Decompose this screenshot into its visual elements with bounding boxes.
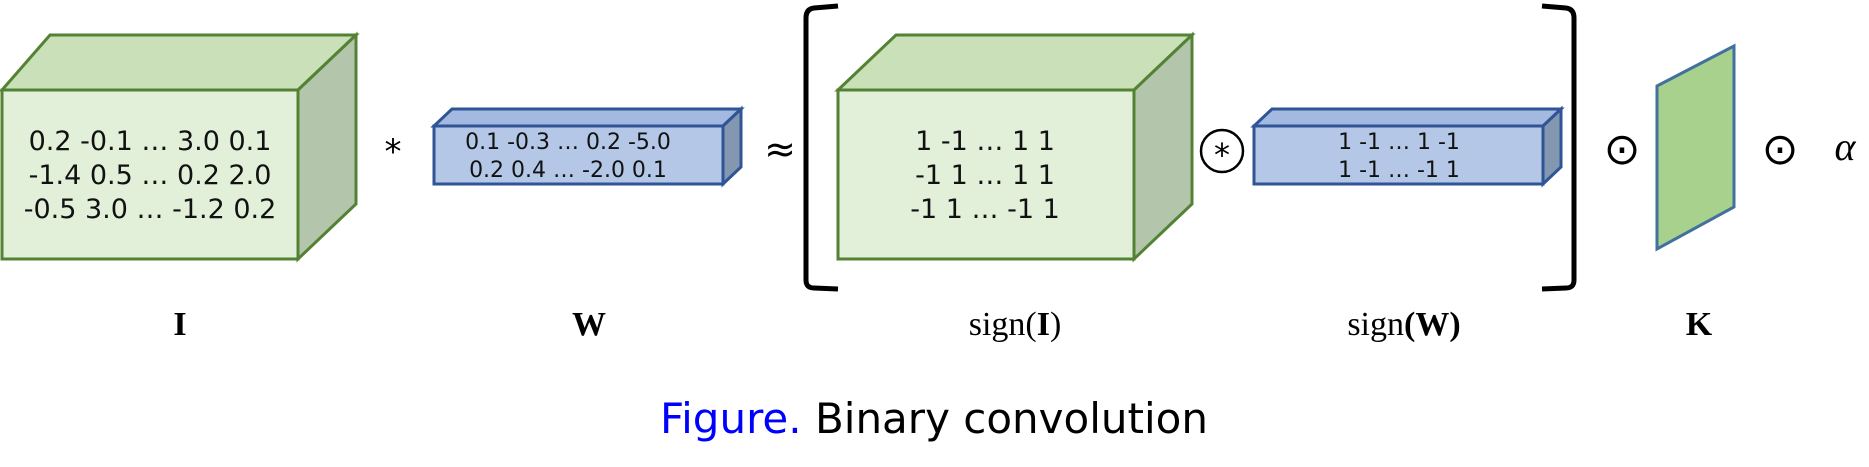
sign-weight-row-2: 1 -1 … -1 1: [1338, 158, 1460, 183]
input-tensor-top: [0, 33, 360, 92]
sign-weight-tensor-front: [1252, 124, 1545, 186]
figure-caption: Figure. Binary convolution: [660, 394, 1208, 443]
caption-prefix: Figure.: [660, 394, 802, 443]
approx-operator: ≈: [764, 127, 796, 171]
binary-convolution-operator: *: [1199, 128, 1245, 174]
label-sign-w-prefix: sign: [1347, 306, 1404, 343]
sign-input-row-3: -1 1 … -1 1: [910, 194, 1060, 225]
sign-input-row-1: 1 -1 … 1 1: [915, 126, 1055, 157]
label-sign-w: sign(W): [1347, 306, 1460, 343]
sign-weight-row-1: 1 -1 … 1 -1: [1338, 130, 1460, 155]
label-sign-i-bold: I: [1037, 306, 1050, 343]
convolution-operator: *: [385, 132, 402, 172]
binary-convolution-circle: [1199, 128, 1245, 174]
caption-text: Binary convolution: [802, 394, 1208, 443]
weight-tensor-front: [432, 124, 725, 186]
sign-input-tensor: 1 -1 … 1 1 -1 1 … 1 1 -1 1 … -1 1: [834, 31, 1196, 263]
input-row-3: -0.5 3.0 … -1.2 0.2: [24, 194, 277, 225]
input-tensor-front: [0, 88, 300, 261]
sign-input-row-2: -1 1 … 1 1: [915, 160, 1055, 191]
weight-tensor: 0.1 -0.3 … 0.2 -5.0 0.2 0.4 … -2.0 0.1: [430, 105, 745, 188]
weight-tensor-top: [430, 107, 745, 128]
input-row-1: 0.2 -0.1 … 3.0 0.1: [29, 126, 272, 157]
sign-weight-tensor-top: [1250, 107, 1565, 128]
alpha-symbol: α: [1835, 124, 1857, 169]
input-tensor: 0.2 -0.1 … 3.0 0.1 -1.4 0.5 … 0.2 2.0 -0…: [0, 31, 360, 263]
weight-row-1: 0.1 -0.3 … 0.2 -5.0: [465, 130, 671, 155]
left-bracket: [803, 3, 839, 292]
weight-row-2: 0.2 0.4 … -2.0 0.1: [469, 158, 667, 183]
label-i: I: [173, 306, 186, 343]
input-row-2: -1.4 0.5 … 0.2 2.0: [29, 160, 272, 191]
label-w: W: [572, 306, 606, 343]
label-k: K: [1686, 306, 1713, 343]
label-sign-i-prefix: sign(: [969, 306, 1037, 343]
label-sign-i: sign(I): [969, 306, 1062, 343]
label-sign-w-bold: (W): [1404, 306, 1461, 343]
right-bracket: [1541, 3, 1577, 292]
binary-convolution-symbol: *: [1214, 136, 1230, 174]
hadamard-operator-1: ⊙: [1604, 124, 1641, 175]
scale-k-plane: [1655, 43, 1736, 252]
sign-input-tensor-front: [836, 88, 1136, 261]
sign-input-tensor-top: [834, 33, 1196, 92]
hadamard-operator-2: ⊙: [1762, 124, 1799, 175]
label-sign-i-suffix: ): [1050, 306, 1061, 343]
sign-weight-tensor: 1 -1 … 1 -1 1 -1 … -1 1: [1250, 105, 1565, 188]
